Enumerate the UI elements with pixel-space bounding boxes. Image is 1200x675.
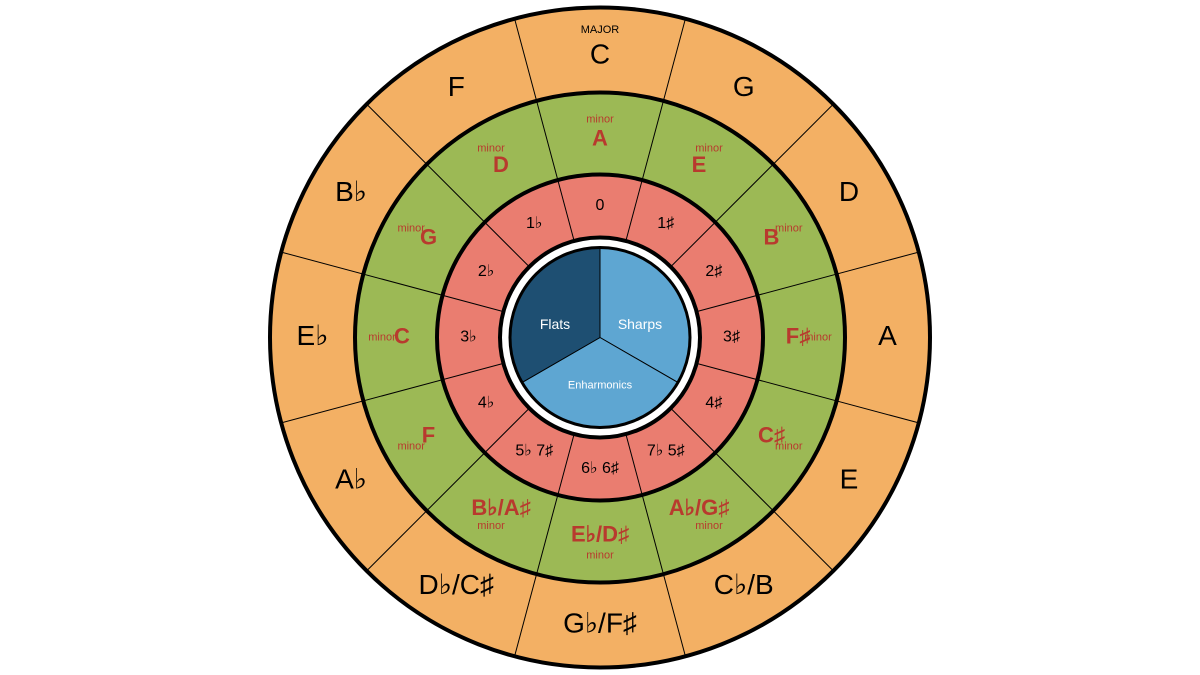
minor-key-label: E — [692, 152, 707, 177]
major-key-label: E♭ — [297, 320, 329, 351]
accidentals-label: 3♭ — [460, 329, 476, 346]
accidentals-label: 1♯ — [657, 215, 674, 232]
accidentals-label: 2♯ — [705, 263, 722, 280]
accidentals-label: 7♭ 5♯ — [647, 443, 685, 460]
major-key-label: A♭ — [335, 464, 367, 495]
minor-key-label: B♭/A♯ — [471, 495, 530, 520]
minor-key-label: A♭/G♯ — [669, 495, 730, 520]
minor-key-label: D — [493, 152, 509, 177]
accidentals-label: 4♭ — [478, 394, 494, 411]
minor-sublabel: minor — [804, 331, 832, 343]
major-key-label: C — [590, 38, 610, 69]
minor-sublabel: minor — [695, 143, 723, 155]
minor-key-label: E♭/D♯ — [571, 521, 629, 546]
major-key-label: F — [448, 71, 465, 102]
major-key-label: D — [839, 176, 859, 207]
minor-sublabel: minor — [695, 520, 723, 532]
minor-sublabel: minor — [586, 549, 614, 561]
minor-key-label: A — [592, 125, 608, 150]
accidentals-label: 4♯ — [705, 394, 722, 411]
minor-sublabel: minor — [775, 440, 803, 452]
major-key-label: C♭/B — [714, 569, 774, 600]
minor-sublabel: minor — [586, 113, 614, 125]
accidentals-label: 0 — [596, 197, 605, 214]
minor-sublabel: minor — [775, 222, 803, 234]
minor-sublabel: minor — [368, 331, 396, 343]
minor-sublabel: minor — [397, 222, 425, 234]
circle-of-fifths-diagram: CMAJORGDAEC♭/BG♭/F♯D♭/C♯A♭E♭B♭FAminorEmi… — [0, 0, 1200, 675]
major-key-label: E — [840, 464, 859, 495]
hub-label: Enharmonics — [568, 379, 633, 391]
major-key-label: D♭/C♯ — [419, 569, 494, 600]
minor-key-label: C — [394, 323, 410, 348]
accidentals-label: 5♭ 7♯ — [515, 443, 553, 460]
minor-sublabel: minor — [477, 520, 505, 532]
accidentals-label: 6♭ 6♯ — [581, 460, 619, 477]
accidentals-label: 2♭ — [478, 263, 494, 280]
hub-label: Flats — [540, 316, 570, 332]
major-key-label: G — [733, 71, 755, 102]
major-key-label: G♭/F♯ — [563, 607, 637, 638]
hub-label: Sharps — [618, 316, 662, 332]
major-key-label: B♭ — [335, 176, 367, 207]
accidentals-label: 1♭ — [526, 215, 542, 232]
major-sublabel: MAJOR — [581, 24, 620, 36]
minor-sublabel: minor — [477, 143, 505, 155]
minor-sublabel: minor — [397, 440, 425, 452]
accidentals-label: 3♯ — [723, 329, 740, 346]
major-key-label: A — [878, 320, 897, 351]
